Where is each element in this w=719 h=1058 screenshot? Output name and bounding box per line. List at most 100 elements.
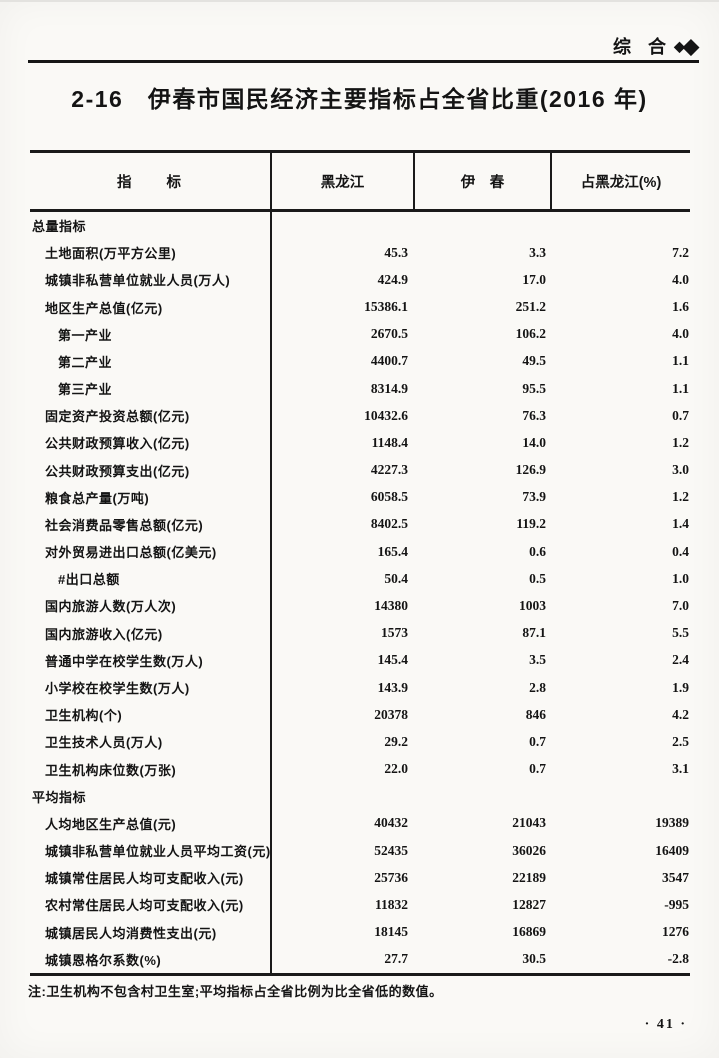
value-share: 1.9 xyxy=(672,679,689,695)
table-row: 城镇居民人均消费性支出(元) 18145 16869 1276 xyxy=(30,918,690,946)
value-heilongjiang: 11832 xyxy=(374,896,408,912)
value-yichun: 106.2 xyxy=(515,326,546,342)
value-yichun: 0.6 xyxy=(529,543,546,559)
value-heilongjiang: 52435 xyxy=(374,842,408,858)
row-label: 社会消费品零售总额(亿元) xyxy=(30,510,272,539)
value-share: -995 xyxy=(664,896,689,912)
table-row: 农村常住居民人均可支配收入(元) 11832 12827 -995 xyxy=(30,891,690,919)
table-row: 城镇非私营单位就业人员平均工资(元) 52435 36026 16409 xyxy=(30,836,690,865)
value-share: 1.4 xyxy=(672,516,689,532)
value-share: 3.0 xyxy=(672,462,689,478)
value-heilongjiang: 8402.5 xyxy=(370,516,408,532)
value-share: 16409 xyxy=(655,842,689,858)
value-heilongjiang: 22.0 xyxy=(384,761,408,777)
table-row: 对外贸易进出口总额(亿美元) 165.4 0.6 0.4 xyxy=(30,538,690,566)
column-header-heilongjiang: 黑龙江 xyxy=(272,153,415,209)
diamond-icon: ◆ xyxy=(674,37,685,54)
value-heilongjiang: 15386.1 xyxy=(364,299,408,315)
row-label: 平均指标 xyxy=(30,782,272,810)
value-yichun: 1003 xyxy=(519,597,546,613)
row-label: 卫生机构床位数(万张) xyxy=(30,755,272,783)
row-label: 城镇非私营单位就业人员平均工资(元) xyxy=(30,836,272,865)
value-share: 7.0 xyxy=(672,597,689,613)
value-heilongjiang: 143.9 xyxy=(377,679,408,695)
value-heilongjiang: 1148.4 xyxy=(371,434,408,450)
row-label: 卫生技术人员(万人) xyxy=(30,728,272,756)
value-yichun: 36026 xyxy=(512,842,546,858)
value-yichun: 21043 xyxy=(512,815,546,831)
value-yichun: 16869 xyxy=(512,924,546,940)
value-share: 1.0 xyxy=(672,570,689,586)
row-label: 农村常住居民人均可支配收入(元) xyxy=(30,891,272,919)
value-yichun: 76.3 xyxy=(522,407,546,423)
value-yichun: 119.2 xyxy=(516,516,546,532)
footnote: 注:卫生机构不包含村卫生室;平均指标占全省比例为比全省低的数值。 xyxy=(28,984,443,999)
table-body: 总量指标 土地面积(万平方公里) 45.3 3.3 7.2 城镇非私营单位就业人员(万人)… xyxy=(30,212,690,976)
value-heilongjiang: 8314.9 xyxy=(370,380,408,396)
value-share: 7.2 xyxy=(672,244,689,260)
table-row: 城镇恩格尔系数(%) 27.7 30.5 -2.8 xyxy=(30,945,690,973)
statistics-table: 指 标 黑龙江 伊 春 占黑龙江(%) 总量指标 土地面积(万平方公里) 45.3 3… xyxy=(30,150,690,976)
value-heilongjiang: 424.9 xyxy=(377,271,408,287)
value-share: 0.7 xyxy=(672,407,689,423)
value-share: 1.6 xyxy=(672,299,689,315)
value-yichun: 12827 xyxy=(512,896,546,912)
table-row: 社会消费品零售总额(亿元) 8402.5 119.2 1.4 xyxy=(30,510,690,539)
table-row: 城镇常住居民人均可支配收入(元) 25736 22189 3547 xyxy=(30,864,690,892)
table-row: 公共财政预算支出(亿元) 4227.3 126.9 3.0 xyxy=(30,456,690,484)
value-yichun: 0.7 xyxy=(529,761,546,777)
row-label: 粮食总产量(万吨) xyxy=(30,483,272,511)
table-row: 固定资产投资总额(亿元) 10432.6 76.3 0.7 xyxy=(30,402,690,430)
table-row: 国内旅游收入(亿元) 1573 87.1 5.5 xyxy=(30,619,690,647)
table-row: 第二产业 4400.7 49.5 1.1 xyxy=(30,347,690,376)
row-label: 城镇常住居民人均可支配收入(元) xyxy=(30,864,272,892)
table-row: 土地面积(万平方公里) 45.3 3.3 7.2 xyxy=(30,239,690,267)
value-share: 19389 xyxy=(655,815,689,831)
value-yichun: 49.5 xyxy=(522,353,546,369)
scan-edge-line xyxy=(0,0,719,2)
row-label: 人均地区生产总值(元) xyxy=(30,809,272,837)
value-heilongjiang: 2670.5 xyxy=(370,326,408,342)
value-share xyxy=(552,783,690,810)
value-heilongjiang: 6058.5 xyxy=(370,489,408,505)
value-heilongjiang xyxy=(272,783,415,810)
row-label: 城镇非私营单位就业人员(万人) xyxy=(30,266,272,294)
value-heilongjiang: 25736 xyxy=(374,869,408,885)
value-heilongjiang: 10432.6 xyxy=(364,407,408,423)
row-label: 第一产业 xyxy=(30,320,272,348)
value-share: 2.4 xyxy=(672,652,689,668)
running-head-label: 综 合 xyxy=(613,37,673,57)
table-row: 卫生技术人员(万人) 29.2 0.7 2.5 xyxy=(30,728,690,756)
table-row: 公共财政预算收入(亿元) 1148.4 14.0 1.2 xyxy=(30,429,690,457)
value-share: -2.8 xyxy=(667,951,689,967)
row-label: 土地面积(万平方公里) xyxy=(30,239,272,267)
value-heilongjiang: 40432 xyxy=(374,815,408,831)
value-share: 1.2 xyxy=(672,489,689,505)
row-label: 国内旅游人数(万人次) xyxy=(30,592,272,620)
running-head: 综 合 ◆ ◆ xyxy=(613,33,699,59)
table-row: 总量指标 xyxy=(30,212,690,240)
row-label: 城镇恩格尔系数(%) xyxy=(30,945,272,973)
value-share: 0.4 xyxy=(672,543,689,559)
table-row: 第一产业 2670.5 106.2 4.0 xyxy=(30,320,690,348)
table-header-row: 指 标 黑龙江 伊 春 占黑龙江(%) xyxy=(30,150,690,212)
column-header-yichun: 伊 春 xyxy=(415,153,552,209)
value-yichun: 22189 xyxy=(512,869,546,885)
diamond-icon: ◆ xyxy=(682,34,699,58)
value-heilongjiang: 50.4 xyxy=(384,570,408,586)
value-yichun: 95.5 xyxy=(522,380,546,396)
column-header-indicator: 指 标 xyxy=(30,153,272,209)
row-label: 公共财政预算支出(亿元) xyxy=(30,456,272,484)
row-label: 卫生机构(个) xyxy=(30,701,272,729)
value-share: 4.0 xyxy=(672,326,689,342)
value-yichun: 3.3 xyxy=(529,244,546,260)
value-heilongjiang: 18145 xyxy=(374,924,408,940)
table-row: 第三产业 8314.9 95.5 1.1 xyxy=(30,375,690,403)
value-yichun xyxy=(415,212,552,239)
row-label: 公共财政预算收入(亿元) xyxy=(30,429,272,457)
value-share xyxy=(552,212,690,239)
page-title: 2-16 伊春市国民经济主要指标占全省比重(2016 年) xyxy=(71,86,648,112)
table-row: #出口总额 50.4 0.5 1.0 xyxy=(30,565,690,593)
value-yichun: 3.5 xyxy=(529,652,546,668)
value-yichun: 30.5 xyxy=(522,951,546,967)
